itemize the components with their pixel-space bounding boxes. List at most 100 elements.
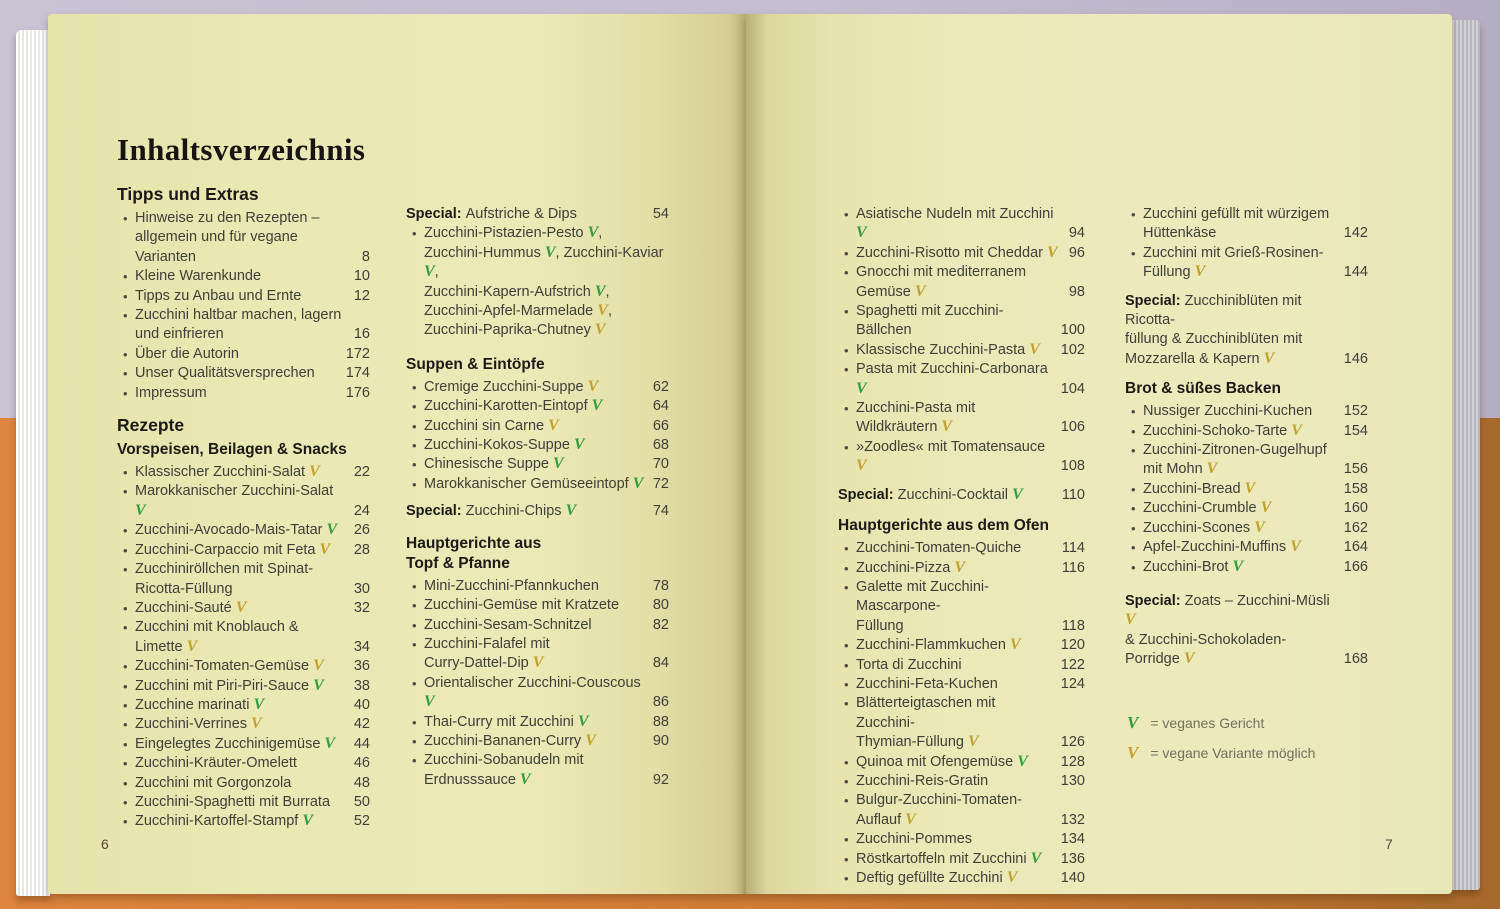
- entry-title: Zucchini-Karotten-Eintopf V: [424, 397, 603, 415]
- entry-title: Unser Qualitätsversprechen: [135, 365, 315, 382]
- variant-mark-icon: V: [319, 540, 331, 558]
- entry-title: Zucchini-Spaghetti mit Burrata: [135, 793, 331, 810]
- page-ref: 40: [353, 696, 370, 713]
- variant-mark-icon: V: [313, 657, 324, 675]
- page-ref: 50: [353, 793, 370, 810]
- variant-mark-icon: V: [1183, 650, 1195, 668]
- toc-entry: • Apfel-Zucchini-Muffins V 164: [1125, 538, 1368, 557]
- page-ref: 168: [1343, 651, 1368, 668]
- entry-title: Zucchini-Brot V: [1143, 557, 1244, 575]
- vegan-mark-icon: V: [591, 397, 603, 415]
- vegan-mark-icon: V: [856, 379, 867, 397]
- bullet-icon: •: [844, 696, 849, 712]
- toc-entry: • Zucchini-Pistazien-Pesto V, Zucchini-Hum…: [406, 224, 669, 340]
- bullet-icon: •: [123, 697, 128, 713]
- toc-entry: • Nussiger Zucchini-Kuchen 152: [1125, 402, 1368, 421]
- entry-title: Zucchini-Pasta mit Wildkräutern V: [856, 400, 976, 436]
- section-heading: Suppen & Eintöpfe: [406, 355, 545, 373]
- entry-title: Bulgur-Zucchini-Tomaten- Auflauf V: [856, 792, 1023, 828]
- vegan-mark-icon: V: [577, 712, 589, 730]
- entry-title: Deftig gefüllte Zucchini V: [856, 869, 1018, 887]
- toc-entry: • Röstkartoffeln mit Zucchini V 136: [838, 850, 1085, 869]
- special-entry: Special: Zucchini-Chips V 74: [406, 502, 669, 521]
- bullet-icon: •: [123, 736, 128, 752]
- section-gap: [117, 403, 370, 414]
- page-ref: 86: [652, 694, 669, 711]
- bullet-icon: •: [123, 775, 128, 791]
- toc-entry: • Zucchini mit Knoblauch & Limette V 34: [117, 618, 370, 657]
- page-ref: 120: [1060, 637, 1085, 654]
- entry-title: Impressum: [135, 384, 207, 401]
- page-ref: 48: [353, 774, 370, 791]
- toc-entry: • Hinweise zu den Rezepten – allgemein und…: [117, 209, 370, 267]
- toc-entry: • Zucchini-Bread V 158: [1125, 480, 1368, 499]
- page-ref: 52: [353, 813, 370, 830]
- bullet-icon: •: [123, 523, 128, 539]
- vegan-mark-icon: V: [302, 812, 314, 830]
- page-ref: 92: [652, 771, 669, 788]
- vegan-mark-icon: V: [632, 474, 644, 492]
- special-label: Special:: [1125, 592, 1185, 609]
- page-ref: 10: [353, 268, 370, 285]
- page-ref: 72: [652, 475, 669, 492]
- toc-entry: • Unser Qualitätsversprechen 174: [117, 364, 370, 383]
- entry-title: Zucchini-Schoko-Tarte V: [1143, 421, 1302, 439]
- page-ref: 84: [652, 655, 669, 672]
- bullet-icon: •: [412, 418, 417, 434]
- toc-entry: • Deftig gefüllte Zucchini V 140: [838, 869, 1085, 888]
- entry-title: Zucchini-Sauté V: [135, 598, 247, 616]
- bullet-icon: •: [844, 207, 849, 222]
- bullet-icon: •: [412, 399, 417, 415]
- toc-entry: • Spaghetti mit Zucchini-Bällchen 100: [838, 302, 1085, 341]
- bullet-icon: •: [123, 484, 128, 500]
- entry-title: Röstkartoffeln mit Zucchini V: [856, 849, 1042, 867]
- page-ref: 38: [353, 677, 370, 694]
- page-ref: 136: [1060, 850, 1085, 867]
- entry-title: Thai-Curry mit Zucchini V: [424, 712, 589, 730]
- entry-title: Zucchini-Crumble V: [1143, 499, 1272, 517]
- toc-entry: • Galette mit Zucchini-Mascarpone- Füllung…: [838, 578, 1085, 636]
- entry-title: »Zoodles« mit Tomatensauce V: [856, 438, 1046, 475]
- bullet-icon: •: [844, 638, 849, 654]
- bullet-icon: •: [412, 733, 417, 749]
- bullet-icon: •: [123, 562, 128, 578]
- variant-mark-icon: V: [1047, 243, 1058, 261]
- variant-mark-icon: V: [1009, 636, 1021, 654]
- variant-mark-icon: V: [968, 733, 979, 751]
- toc-entry: • Zucchini-Spaghetti mit Burrata 50: [117, 793, 370, 812]
- toc-entry: • Eingelegtes Zucchinigemüse V 44: [117, 735, 370, 754]
- page-ref: 102: [1060, 341, 1085, 358]
- entry-title: Zucchini gefüllt mit würzigem Hüttenkäse: [1143, 206, 1330, 242]
- bullet-icon: •: [412, 438, 417, 454]
- variant-mark-icon: V: [1291, 421, 1302, 439]
- toc-entry: • Zucchini-Sobanudeln mit Erdnusssauce V 92: [406, 751, 669, 790]
- book-page-right: [746, 14, 1452, 894]
- toc-entry: • Zucchini-Karotten-Eintopf V 64: [406, 397, 669, 416]
- page-ref: 126: [1060, 734, 1085, 751]
- entry-title: Quinoa mit Ofengemüse V: [856, 752, 1028, 770]
- page-ref: 98: [1068, 283, 1085, 300]
- bullet-icon: •: [412, 379, 417, 395]
- page-ref: 174: [345, 365, 370, 382]
- page-ref: 172: [345, 345, 370, 362]
- toc-entry: • Zucchini-Carpaccio mit Feta V 28: [117, 541, 370, 560]
- legend: V = veganes Gericht V = vegane Variante …: [1127, 714, 1315, 774]
- legend-label: = veganes Gericht: [1150, 714, 1265, 731]
- page-ref: 124: [1060, 675, 1085, 692]
- variant-mark-icon: V: [905, 810, 916, 828]
- page-ref: 12: [353, 287, 370, 304]
- vegan-mark-icon: V: [573, 436, 585, 454]
- bullet-icon: •: [844, 362, 849, 378]
- toc-entry: • Pasta mit Zucchini-Carbonara V 104: [838, 360, 1085, 399]
- page-ref: 90: [652, 732, 669, 749]
- vegan-mark-icon: V: [1012, 485, 1023, 503]
- page-ref: 160: [1343, 500, 1368, 517]
- entry-title: Special: Zucchiniblüten mit Ricotta-füll…: [1125, 292, 1303, 367]
- page-ref: 62: [652, 378, 669, 395]
- entry-title: Zucchini sin Carne V: [424, 416, 559, 434]
- vegan-mark-icon: V: [1232, 557, 1244, 575]
- entry-title: Kleine Warenkunde: [135, 268, 262, 285]
- page-ref: 114: [1061, 540, 1085, 557]
- bullet-icon: •: [844, 304, 849, 320]
- legend-item-variant: V = vegane Variante möglich: [1127, 744, 1315, 761]
